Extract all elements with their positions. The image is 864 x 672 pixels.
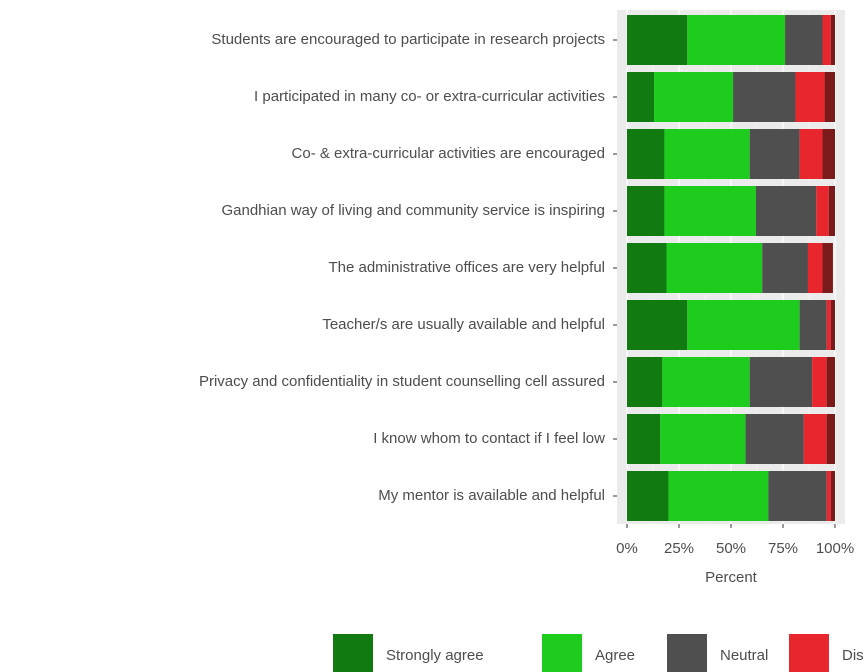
bar-segment [749, 129, 800, 179]
y-tick-label: My mentor is available and helpful [378, 487, 605, 504]
legend-label: Agree [595, 647, 635, 664]
y-tick-label: I know whom to contact if I feel low [373, 430, 605, 447]
bar-segment [660, 414, 746, 464]
bar-segment [687, 15, 786, 65]
bar-segment [668, 471, 769, 521]
legend-key [667, 634, 707, 672]
bar-segment [822, 243, 833, 293]
bar-segment [687, 300, 800, 350]
bar-segment [807, 243, 823, 293]
legend-key [542, 634, 582, 672]
bar-segment [627, 186, 665, 236]
bar-segment [627, 72, 655, 122]
bar-segment [745, 414, 804, 464]
legend-label: Disagree [842, 647, 864, 664]
x-tick-label: 0% [616, 540, 638, 557]
y-tick-label: The administrative offices are very help… [328, 259, 605, 276]
legend-label: Strongly agree [386, 647, 484, 664]
x-tick-label: 75% [768, 540, 798, 557]
x-axis-label: Percent [705, 569, 758, 586]
bar-segment [799, 300, 827, 350]
bar-segment [830, 471, 835, 521]
x-tick-label: 25% [664, 540, 694, 557]
bar-segment [627, 471, 669, 521]
bar-segment [826, 414, 835, 464]
bar-segment [830, 300, 835, 350]
legend-key [789, 634, 829, 672]
bar-segment [733, 72, 796, 122]
y-tick-label: I participated in many co- or extra-curr… [254, 88, 605, 105]
bar-segment [826, 471, 831, 521]
bar-segment [627, 129, 665, 179]
bar-segment [824, 72, 835, 122]
y-tick-label: Students are encouraged to participate i… [211, 31, 605, 48]
y-tick-label: Gandhian way of living and community ser… [221, 202, 605, 219]
x-tick-label: 100% [816, 540, 854, 557]
bar-segment [768, 471, 827, 521]
bar-segment [666, 243, 763, 293]
bar-segment [664, 186, 756, 236]
y-tick-label: Co- & extra-curricular activities are en… [292, 145, 605, 162]
bar-segment [627, 243, 667, 293]
bar-segment [822, 15, 831, 65]
legend-key [333, 634, 373, 672]
bar-segment [627, 15, 688, 65]
bar-segment [785, 15, 823, 65]
bar-segment [749, 357, 813, 407]
bar-segment [755, 186, 817, 236]
bar-segment [826, 357, 835, 407]
bar-segment [812, 357, 827, 407]
bar-segment [662, 357, 750, 407]
legend-label: Neutral [720, 647, 768, 664]
bar-segment [627, 414, 661, 464]
bar-segment [627, 357, 663, 407]
bar-segment [627, 300, 688, 350]
bar-segment [830, 15, 835, 65]
bar-segment [654, 72, 734, 122]
bar-segment [795, 72, 825, 122]
bar-segment [828, 186, 835, 236]
x-tick-label: 50% [716, 540, 746, 557]
bar-segment [803, 414, 827, 464]
bar-segment [822, 129, 835, 179]
bar-segment [664, 129, 750, 179]
bar-segment [816, 186, 829, 236]
y-tick-label: Privacy and confidentiality in student c… [199, 373, 605, 390]
bar-segment [799, 129, 823, 179]
bar-segment [762, 243, 808, 293]
y-tick-label: Teacher/s are usually available and help… [322, 316, 605, 333]
bar-segment [826, 300, 831, 350]
